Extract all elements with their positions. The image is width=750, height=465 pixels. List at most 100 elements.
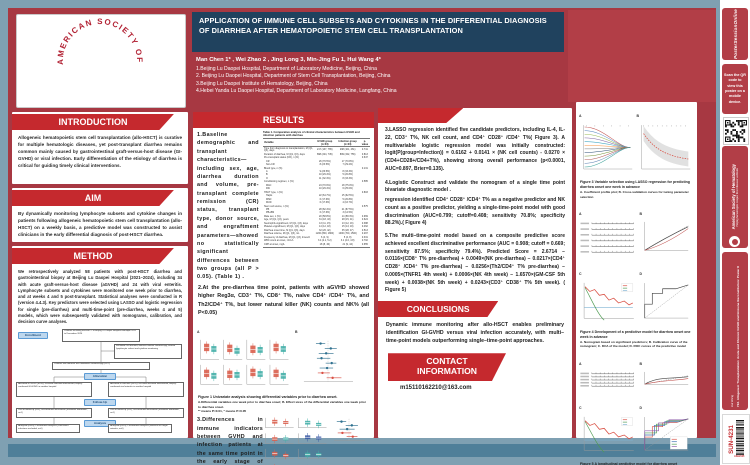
figure1-caption: Figure 1 Univariate analysis showing dif… <box>198 395 366 413</box>
figure5-roc-chart <box>643 416 688 450</box>
flowchart-stage-follow-up: Follow-Up <box>84 398 116 406</box>
table-cell: CR <box>266 159 270 163</box>
table-cell: Blood type, n (%) <box>264 166 283 170</box>
table-cell: 0.702 <box>361 239 368 243</box>
figure1: A B <box>193 319 374 394</box>
conclusions-text: Dynamic immune monitoring after allo-HSC… <box>386 322 564 345</box>
table1-title: Table 1. Comparative analysis of clinica… <box>263 131 360 137</box>
table-cell: Diarrhea onset time, M (Q1, Q3), days <box>264 228 305 232</box>
table-cell: Neutrophil engraftment, M (Q1, Q3), days <box>264 221 308 225</box>
table-row: Blood type, n (%) 0.131 <box>263 167 370 170</box>
flowchart-fu-right-box: Lost to follow-up (n=0); Discontinued in… <box>108 407 184 418</box>
flowchart-stage-enrollment: Enrollment <box>18 331 48 339</box>
table-cell: 6 (17.6%) <box>319 211 330 215</box>
table-cell: 8 (33.3%) <box>342 176 353 180</box>
figure3-caption: Figure 3 Variable selection using LASSO … <box>580 180 690 199</box>
table-row: Stem cell source, n (%) 0.575 <box>263 205 370 208</box>
table-cell: Pre-transplant status (CR), n (%) <box>264 156 299 160</box>
table-row: Pre-transplant status (CR), n (%) 0.647 <box>263 156 370 160</box>
contact-email[interactable]: m15110162210@163.com <box>400 385 472 392</box>
table-cell: RIC <box>266 187 271 191</box>
table-row: Haplo 22 (64.7%) 15 (62.5%) <box>263 194 370 198</box>
figure4-nomogram-chart <box>580 222 634 253</box>
table-cell: 18 (75.0%) <box>341 183 354 187</box>
results-point-4-heading: 4.Logistic Construct and validate the no… <box>385 179 565 194</box>
table-cell: 217 (137, 765) <box>317 147 333 151</box>
table-cell: Platelet engraftment, M (Q1, Q3), days <box>264 225 306 229</box>
poster-code-label: SUN-4231 <box>722 414 750 464</box>
table-cell: 28 (15, 41) <box>341 218 354 222</box>
table-row: Male sex, n (%) 20 (58.8%) 14 (58.3%) 0.969 <box>263 215 370 219</box>
table-cell: 8 (23.5%) <box>319 163 330 167</box>
bottom-accent-bar <box>8 444 716 457</box>
table-cell: 4 (16.7%) <box>342 201 353 205</box>
table-cell: 22 (64.7%) <box>318 194 331 198</box>
table-cell: WBC count at onset, ×10⁹/L <box>264 239 294 243</box>
table-cell: O <box>266 176 268 180</box>
table-row: Platelet engraftment, M (Q1, Q3), days 14… <box>263 225 370 229</box>
figure4-row2: C D <box>579 262 694 329</box>
table-cell: MAC <box>266 183 272 187</box>
flowchart-stage-allocation: Allocation <box>84 372 116 380</box>
table-row: Frequency of diarrhea, M (Q1, Q3), times… <box>263 236 370 239</box>
consort-flowchart: Patients receiving allo-HSCT at Beijing … <box>16 328 184 433</box>
table-cell: PB <box>266 208 270 211</box>
results-point-3: 3.Differences in immune indicators betwe… <box>197 417 263 465</box>
table-cell: MUD <box>266 201 272 205</box>
flowchart-alloc-left-box: Allocated to GVHD (n=34); received alloc… <box>16 381 92 397</box>
table-row: Neutrophil engraftment, M (Q1, Q3), days… <box>263 222 370 225</box>
table-row: A 9 (26.5%) 8 (33.3%) <box>263 170 370 174</box>
table-cell: 21 (9, 44) <box>335 243 360 248</box>
table-row: Age, M (Q1, Q3), years 31 (18, 43) 28 (15,… <box>263 218 370 222</box>
table-cell: 0.297 <box>361 232 368 236</box>
table-cell: 18 (8, 40) <box>314 243 336 248</box>
poster-session-online-badge: PosterSessionOnline <box>722 8 748 60</box>
session-info-badge: Hui Wang 722. Allogeneic Transplantation… <box>722 252 748 410</box>
table-cell: 15 (62.5%) <box>341 194 354 198</box>
results-point-4-body: regression identified CD4⁺ CD28⁺ /CD4⁺ T… <box>385 197 565 227</box>
results-panel: RESULTS 1.Baseline demographic and trans… <box>193 112 374 465</box>
figure1-forest-plot <box>303 341 353 382</box>
results-point-1: 1.Baseline demographic and transplant ch… <box>197 132 259 281</box>
table-cell: 11 (32.4%) <box>319 176 331 180</box>
authors-block: Man Chen 1* , Wei Zhao 2 , Jing Long 3, … <box>196 57 562 96</box>
qr-code <box>723 117 749 145</box>
hebei-yanda-hospital-logo-icon <box>578 23 644 89</box>
ash-logo-card: AMERICAN SOCIETY OF <box>16 14 186 108</box>
table-cell: 0.585 <box>361 180 368 184</box>
table-row: RIC 10 (29.4%) 6 (25.0%) <box>263 187 370 191</box>
ash-society-logo-icon: AMERICAN SOCIETY OF <box>56 17 143 65</box>
flowchart-stage-analysis: Analysis <box>84 419 116 427</box>
figure4-row1: A B <box>579 202 694 261</box>
figure4-caption: Figure 4 Development of a predictive mod… <box>580 329 691 349</box>
method-header: METHOD <box>12 248 174 264</box>
table-cell: 21 (87.5%) <box>341 208 354 211</box>
table-cell: HSCT type, n (%) <box>264 190 283 194</box>
table-cell: A <box>266 170 268 174</box>
table-cell: 0.741 <box>361 147 368 151</box>
affiliation-line: 1.Beijing Lu Daopei Hospital, Department… <box>196 65 377 72</box>
ash-vertical-badge: American Society of Hematology Helping h… <box>722 146 748 248</box>
table-cell: 0.813 <box>361 152 368 156</box>
barcode-icon <box>736 420 744 455</box>
table-cell: 6 (4, 9) <box>321 235 329 239</box>
table-cell: 6 (17.6%) <box>319 201 330 205</box>
table-cell: 3.4 (2.1, 5.2) <box>318 239 332 243</box>
results-point-2: 2.At the pre-diarrhea time point, patien… <box>198 284 369 316</box>
introduction-header: INTRODUCTION <box>12 114 174 130</box>
table1-col-header: Variable <box>263 137 315 148</box>
method-panel: METHOD We retrospectively analyzed 58 pa… <box>12 246 188 438</box>
table-cell: 298 (101, 461) <box>339 147 356 151</box>
table-row: PB+BM 6 (17.6%) 3 (12.5%) <box>263 211 370 215</box>
flowchart-an-left-box: Analysed (n=34); Pre-diarrhea analyses (… <box>16 423 80 433</box>
figure4-dca-chart <box>583 282 634 321</box>
figure3-cv-curve-chart <box>640 125 690 170</box>
table-row: MSD 6 (17.6%) 5 (20.8%) <box>263 198 370 201</box>
table-cell: 10 (29.4%) <box>318 173 331 177</box>
table-row: Diarrhea volume, M (Q1, Q3), mL 1200 (800… <box>263 232 370 236</box>
figure2-forest-plots <box>333 419 365 441</box>
affiliation-line: 4.Hebei Yanda Lu Daopei Hospital, Depart… <box>196 88 397 95</box>
table-cell: Frequency of diarrhea, M (Q1, Q3), times… <box>264 235 310 239</box>
figure2-boxplots-chart <box>265 417 327 465</box>
table-cell: Duration of diarrhea, M (Q1, Q3), days <box>264 152 305 156</box>
